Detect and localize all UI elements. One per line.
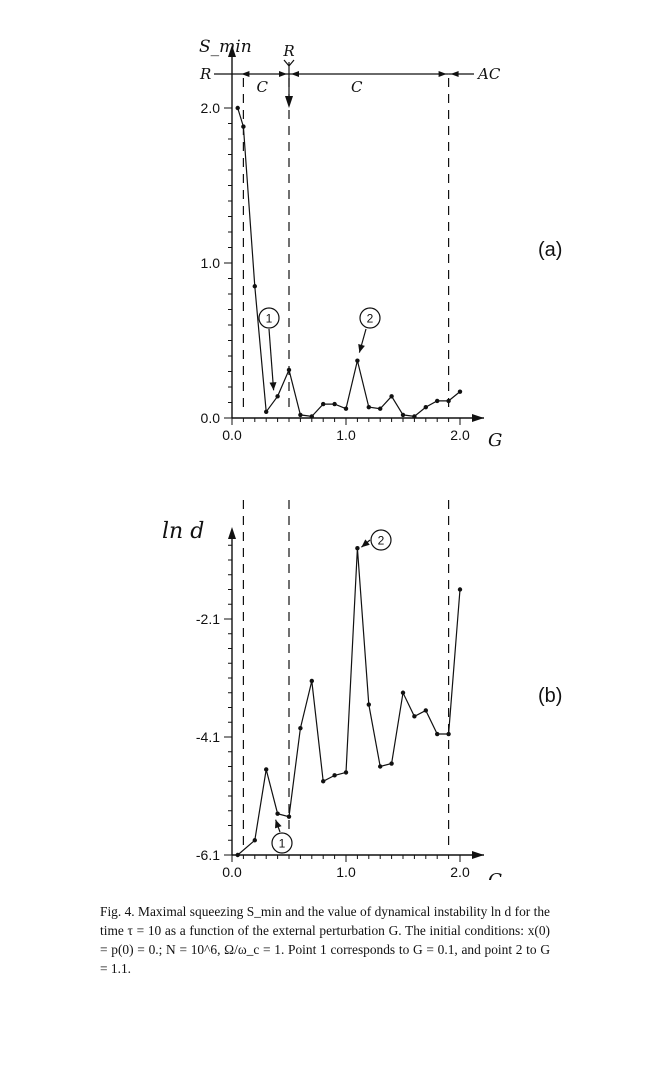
x-tick-label-b: 1.0 bbox=[336, 864, 356, 880]
data-point-a bbox=[423, 404, 428, 410]
data-point-a bbox=[275, 394, 280, 399]
region-mark bbox=[283, 59, 295, 67]
panel-label-a: (a) bbox=[538, 239, 562, 261]
series-line-b bbox=[237, 548, 461, 856]
annotation-circle-b bbox=[271, 832, 293, 854]
x-axis-arrow-b bbox=[472, 851, 484, 859]
x-tick-label-b: 0.0 bbox=[222, 864, 242, 880]
x-axis-label-a: G bbox=[488, 430, 502, 451]
y-axis-label-b: ln d bbox=[162, 519, 204, 544]
data-point-b bbox=[355, 546, 360, 551]
data-point-b bbox=[235, 852, 240, 858]
y-tick-label-b: -4.1 bbox=[196, 729, 220, 745]
annotation-arrowhead-b bbox=[275, 819, 282, 829]
data-point-b bbox=[252, 838, 257, 843]
data-point-b bbox=[435, 731, 440, 737]
data-point-b bbox=[366, 702, 371, 707]
y-tick-label-a: 2.0 bbox=[201, 100, 221, 116]
data-point-a bbox=[355, 358, 360, 363]
annotation-arrowhead-a bbox=[269, 382, 277, 391]
data-point-b bbox=[412, 714, 417, 719]
data-point-a bbox=[332, 401, 337, 407]
y-tick-label-b: -6.1 bbox=[196, 847, 220, 863]
x-tick-label-a: 1.0 bbox=[336, 427, 356, 443]
region-label: C bbox=[351, 78, 363, 96]
x-tick-label-a: 2.0 bbox=[450, 427, 470, 443]
data-point-b bbox=[378, 764, 383, 769]
annotation-arrow-a bbox=[268, 328, 275, 391]
data-point-a bbox=[378, 406, 383, 411]
data-point-b bbox=[389, 761, 394, 766]
data-point-b bbox=[446, 731, 451, 737]
x-tick-label-b: 2.0 bbox=[450, 864, 470, 880]
annotation-circle-a bbox=[258, 307, 280, 329]
region-label: R bbox=[199, 65, 211, 83]
data-point-a bbox=[241, 124, 246, 129]
data-point-a bbox=[298, 412, 303, 418]
data-point-a bbox=[400, 412, 406, 418]
y-tick-label-a: 0.0 bbox=[201, 410, 221, 426]
data-point-b bbox=[332, 773, 337, 778]
region-label: C bbox=[256, 78, 268, 96]
x-axis-arrow-a bbox=[472, 414, 484, 422]
x-tick-label-a: 0.0 bbox=[222, 427, 242, 443]
data-point-b bbox=[286, 814, 292, 819]
y-axis-arrow-b bbox=[228, 527, 236, 539]
data-point-a bbox=[366, 404, 371, 410]
data-point-a bbox=[286, 367, 292, 373]
data-point-a bbox=[446, 398, 451, 404]
annotation-label-a: 1 bbox=[266, 312, 273, 326]
region-label: R bbox=[282, 42, 294, 60]
data-point-a bbox=[309, 414, 314, 419]
region-arrowhead bbox=[285, 96, 293, 108]
data-point-b bbox=[264, 767, 269, 772]
panel-label-b: (b) bbox=[538, 685, 562, 707]
series-line-a bbox=[237, 107, 461, 418]
data-point-a bbox=[435, 398, 440, 404]
annotation-label-b: 1 bbox=[279, 837, 286, 851]
chart-panel-b: ln d G (b) 0.0 1.0 2.0 -2.1 -4.1 -6.1 1 2 bbox=[162, 500, 562, 880]
data-point-a bbox=[343, 406, 349, 411]
region-arrowhead bbox=[450, 71, 459, 77]
x-axis-label-b: G bbox=[488, 870, 502, 880]
data-point-a bbox=[235, 105, 240, 111]
data-point-a bbox=[252, 284, 257, 289]
data-point-a bbox=[321, 401, 326, 407]
data-point-b bbox=[457, 587, 463, 592]
annotation-circle-a bbox=[359, 307, 381, 329]
region-arrowhead bbox=[279, 71, 287, 77]
data-point-b bbox=[309, 678, 314, 684]
region-arrowhead bbox=[438, 71, 447, 77]
figure-caption: Fig. 4. Maximal squeezing S_min and the … bbox=[100, 904, 550, 976]
data-point-a bbox=[389, 394, 394, 399]
region-arrowhead bbox=[291, 71, 299, 77]
data-point-a bbox=[412, 414, 417, 419]
data-point-b bbox=[343, 770, 349, 775]
y-axis-label-a: S_min bbox=[199, 37, 252, 57]
y-tick-label-a: 1.0 bbox=[201, 255, 221, 271]
data-point-a bbox=[457, 389, 463, 394]
data-point-b bbox=[275, 811, 280, 816]
y-axis-arrow-a bbox=[228, 45, 236, 57]
annotation-arrowhead-a bbox=[358, 344, 365, 353]
annotation-circle-b bbox=[370, 529, 392, 551]
y-tick-label-b: -2.1 bbox=[196, 611, 220, 627]
annotation-arrowhead-b bbox=[361, 539, 370, 548]
data-point-b bbox=[423, 708, 428, 713]
region-label: AC bbox=[476, 65, 501, 83]
region-arrowhead bbox=[241, 71, 250, 77]
annotation-label-b: 2 bbox=[378, 534, 385, 548]
data-point-b bbox=[298, 725, 303, 731]
data-point-b bbox=[400, 690, 406, 695]
data-point-a bbox=[264, 409, 269, 414]
data-point-b bbox=[321, 779, 326, 784]
annotation-label-a: 2 bbox=[367, 312, 374, 326]
